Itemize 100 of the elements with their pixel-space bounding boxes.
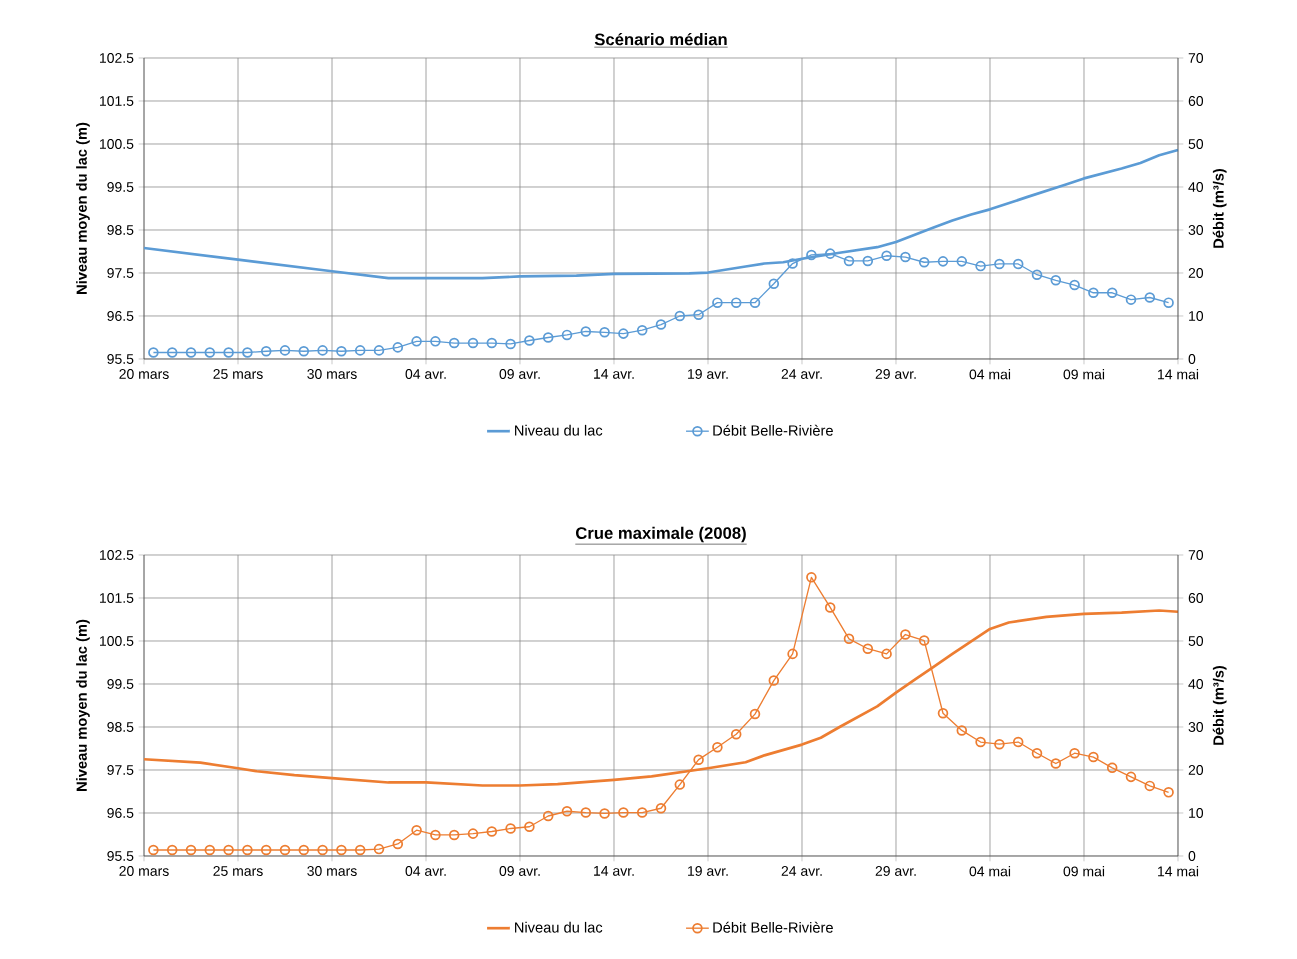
point [336, 345, 347, 357]
point [242, 347, 253, 358]
x-tick-label: 09 avr. [499, 369, 540, 379]
point [1106, 287, 1118, 299]
y2-tick-label: 10 [1189, 311, 1204, 321]
point [937, 707, 949, 719]
y-tick-label: 97.5 [107, 268, 134, 278]
point [467, 828, 479, 839]
point [824, 602, 836, 613]
y-tick-label: 98.5 [107, 225, 134, 235]
point [918, 635, 930, 646]
point [1144, 780, 1156, 792]
point [956, 725, 968, 736]
point [542, 332, 554, 343]
point [1125, 771, 1137, 783]
x-tick-label: 04 avr. [405, 369, 446, 379]
x-tick-label: 04 mai [969, 369, 1011, 380]
point [749, 297, 761, 308]
x-tick-label: 25 mars [213, 369, 263, 379]
x-tick-label: 14 avr. [594, 369, 634, 379]
point [881, 648, 892, 660]
x-tick-label: 24 avr. [781, 369, 822, 379]
point [430, 829, 441, 841]
y-tick-label: 96.5 [107, 808, 134, 818]
point [1088, 751, 1099, 763]
x-tick-label: 09 avr. [499, 866, 540, 876]
point [148, 347, 159, 358]
point [787, 648, 798, 660]
point [787, 258, 798, 269]
point [730, 297, 742, 308]
y2-tick-label: 50 [1188, 636, 1204, 646]
point [1163, 297, 1174, 308]
point [467, 337, 479, 349]
y-axis-title: Niveau moyen du lac (m) [76, 122, 90, 294]
point [561, 805, 573, 817]
point [618, 807, 629, 818]
x-tick-label: 09 mai [1063, 866, 1105, 877]
point [1031, 747, 1043, 759]
y-tick-label: 102.5 [99, 53, 134, 63]
x-tick-label: 30 mars [307, 866, 357, 876]
point [674, 310, 686, 322]
y2-tick-label: 0 [1188, 851, 1196, 861]
point [1069, 279, 1080, 291]
point [900, 629, 911, 640]
y2-tick-label: 0 [1188, 354, 1196, 364]
point [166, 347, 178, 358]
point [1125, 294, 1137, 305]
y2-tick-label: 50 [1188, 139, 1204, 149]
point [1106, 762, 1118, 774]
point [185, 347, 197, 358]
point [599, 808, 610, 819]
point [730, 729, 742, 740]
point [242, 844, 253, 856]
point [712, 741, 723, 753]
point [354, 844, 366, 856]
point [298, 345, 310, 357]
point [843, 255, 855, 267]
point [655, 802, 667, 814]
point [655, 319, 667, 330]
point [768, 278, 780, 290]
y-tick-label: 95.5 [107, 851, 134, 861]
point [392, 342, 404, 353]
x-tick-label: 24 avr. [781, 866, 822, 876]
point [918, 256, 930, 268]
x-tick-label: 30 mars [307, 369, 357, 379]
point [580, 326, 592, 337]
point [1050, 275, 1062, 286]
point [900, 251, 911, 263]
y2-tick-label: 30 [1188, 225, 1204, 235]
y-tick-label: 99.5 [107, 679, 134, 689]
x-tick-label: 19 avr. [688, 866, 728, 876]
point [505, 338, 516, 350]
x-tick-label: 14 avr. [594, 866, 634, 876]
point [956, 256, 968, 267]
chart-title: Crue maximale (2008) [576, 526, 746, 543]
point [618, 328, 629, 339]
y2-tick-label: 70 [1188, 550, 1204, 560]
y2-tick-label: 30 [1188, 722, 1204, 732]
x-tick-label: 14 mai [1158, 866, 1199, 877]
x-tick-label: 04 avr. [405, 866, 446, 876]
point [749, 708, 761, 720]
point [843, 633, 855, 645]
point [185, 844, 197, 856]
point [994, 738, 1005, 750]
y-tick-label: 98.5 [107, 722, 134, 732]
x-tick-label: 20 mars [119, 369, 169, 379]
point [430, 336, 441, 347]
point [336, 844, 347, 856]
point [279, 844, 291, 856]
point [1144, 292, 1156, 303]
y-tick-label: 102.5 [99, 550, 134, 560]
point [580, 807, 592, 818]
point [994, 258, 1005, 270]
point [674, 779, 686, 790]
y2-tick-label: 60 [1188, 593, 1204, 603]
y-tick-label: 101.5 [99, 593, 134, 603]
point [806, 249, 817, 261]
point [354, 345, 366, 356]
point [505, 823, 516, 834]
point [561, 329, 573, 341]
